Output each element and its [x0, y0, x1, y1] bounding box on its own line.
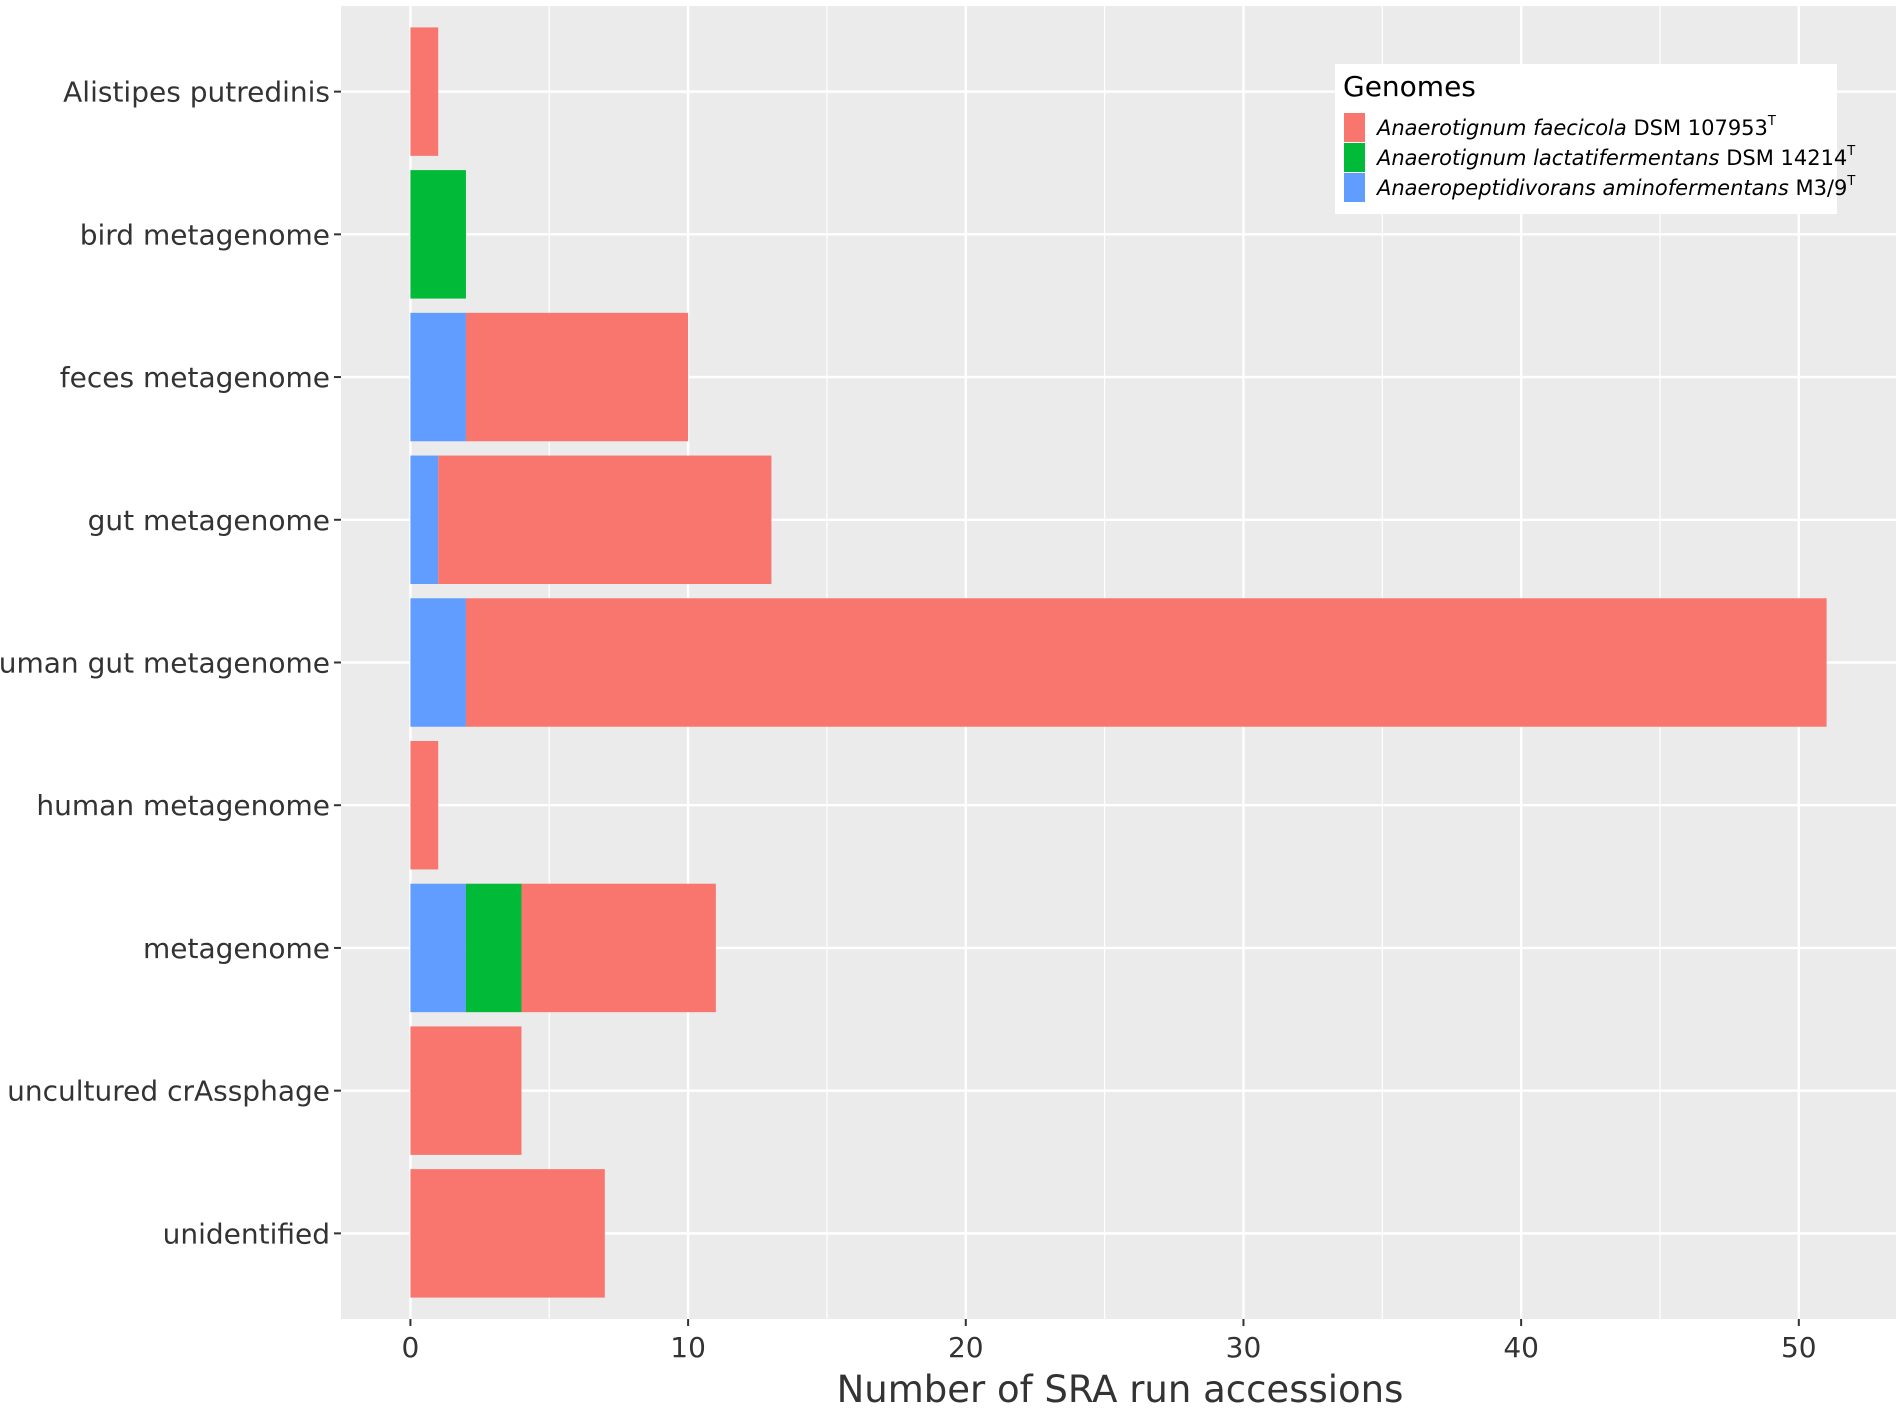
bar-segment [521, 883, 716, 1013]
bar-segment [438, 455, 772, 585]
bar-segment [465, 883, 522, 1013]
y-tick-label: feces metagenome [60, 361, 330, 394]
x-tick-label: 20 [948, 1331, 984, 1364]
legend-swatch [1344, 173, 1365, 202]
legend-swatch [1344, 113, 1365, 142]
y-tick-label: metagenome [143, 932, 330, 965]
bars-group [410, 27, 1827, 1298]
y-axis: unidentified uncultured crAssphage metagen… [0, 76, 341, 1250]
bar-segment [410, 1026, 522, 1155]
bar-segment [410, 740, 439, 870]
y-tick-label: Alistipes putredinis [63, 76, 330, 109]
legend-label: Anaeropeptidivorans aminofermentans M3/9… [1375, 174, 1855, 200]
bar-segment [465, 312, 689, 442]
bar-segment [410, 598, 466, 727]
legend: Genomes Anaerotignum faecicola DSM 10795… [1335, 64, 1855, 214]
legend-label: Anaerotignum lactatifermentans DSM 14214… [1375, 144, 1855, 170]
bar-segment [410, 27, 439, 156]
y-tick-label: gut metagenome [88, 504, 330, 537]
legend-label: Anaerotignum faecicola DSM 107953T [1375, 114, 1776, 140]
x-tick-label: 0 [402, 1331, 420, 1364]
legend-box [1335, 64, 1837, 214]
x-tick-label: 40 [1503, 1331, 1539, 1364]
x-tick-label: 30 [1226, 1331, 1262, 1364]
legend-swatch [1344, 143, 1365, 172]
y-tick-label: uncultured crAssphage [7, 1075, 330, 1108]
y-tick-label: bird metagenome [80, 218, 330, 251]
x-tick-label: 50 [1781, 1331, 1817, 1364]
bar-segment [465, 598, 1827, 727]
bar-segment [410, 455, 439, 585]
y-tick-label: human gut metagenome [0, 647, 330, 680]
x-axis: 0 10 20 30 40 50 [402, 1319, 1817, 1364]
bar-segment [410, 883, 466, 1013]
legend-title: Genomes [1343, 70, 1476, 103]
bar-segment [410, 170, 466, 299]
x-axis-title: Number of SRA run accessions [837, 1368, 1404, 1410]
legend-items: Anaerotignum faecicola DSM 107953T Anaero… [1344, 113, 1855, 202]
x-tick-label: 10 [670, 1331, 706, 1364]
bar-segment [410, 1169, 605, 1298]
y-tick-label: human metagenome [36, 789, 330, 822]
bar-segment [410, 312, 466, 442]
y-tick-label: unidentified [163, 1217, 330, 1250]
